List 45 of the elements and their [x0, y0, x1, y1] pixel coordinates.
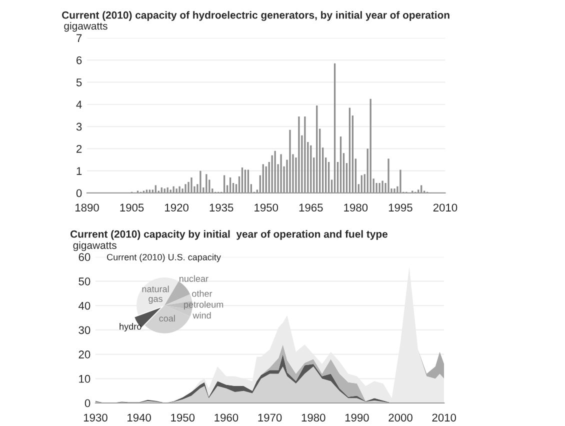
y-tick-label: 20 [78, 350, 90, 358]
x-tick-label: 1990 [345, 414, 369, 422]
x-tick-label: 1950 [254, 204, 278, 212]
chart-title: Current (2010) capacity by initial year of operation and fuel type [70, 230, 388, 240]
x-tick-label: 1950 [171, 414, 195, 422]
y-tick-label: 0 [76, 189, 82, 198]
y-axis-title: gigawatts [73, 241, 116, 252]
y-axis-title: gigawatts [64, 22, 108, 32]
x-tick-label: 2000 [388, 414, 412, 422]
y-tick-label: 5 [76, 78, 82, 86]
y-tick-label: 4 [76, 100, 82, 108]
x-tick-label: 1940 [128, 414, 151, 422]
y-tick-label: 10 [79, 374, 90, 383]
x-tick-label: 2010 [432, 414, 456, 422]
chart-title: Current (2010) capacity of hydroelectric generators, by initial year of operation [62, 11, 450, 21]
y-tick-label: 50 [78, 278, 90, 286]
y-tick-label: 30 [78, 326, 90, 334]
x-tick-label: 1980 [302, 414, 326, 422]
x-tick-label: 1935 [210, 204, 234, 212]
y-tick-label: 40 [78, 302, 90, 310]
x-tick-label: 1930 [84, 414, 108, 422]
x-tick-label: 1970 [258, 414, 282, 422]
y-tick-label: 7 [76, 34, 82, 42]
slice-label: wind [192, 312, 211, 319]
x-tick-label: 1890 [76, 204, 99, 212]
y-tick-label: 2 [76, 144, 82, 153]
slice-label: other [192, 290, 212, 297]
x-tick-label: 1995 [388, 204, 412, 212]
y-tick-label: 6 [76, 56, 82, 64]
chart-title: Current (2010) U.S. capacity [107, 254, 221, 262]
x-tick-label: 1960 [214, 414, 238, 422]
y-tick-label: 0 [84, 399, 90, 408]
y-tick-label: 60 [78, 253, 90, 262]
x-tick-label: 1905 [120, 204, 144, 212]
slice-label: hydro [120, 323, 142, 332]
x-tick-label: 2010 [433, 204, 458, 212]
slice-label: petroleum [184, 301, 224, 310]
x-tick-label: 1980 [344, 204, 368, 212]
y-tick-label: 3 [76, 122, 82, 131]
x-tick-label: 1965 [299, 204, 323, 212]
x-tick-label: 1920 [165, 204, 188, 212]
y-tick-label: 1 [76, 167, 82, 175]
slice-label: coal [159, 314, 175, 322]
slice-label: natural gas [142, 286, 169, 304]
slice-label: nuclear [179, 275, 208, 282]
